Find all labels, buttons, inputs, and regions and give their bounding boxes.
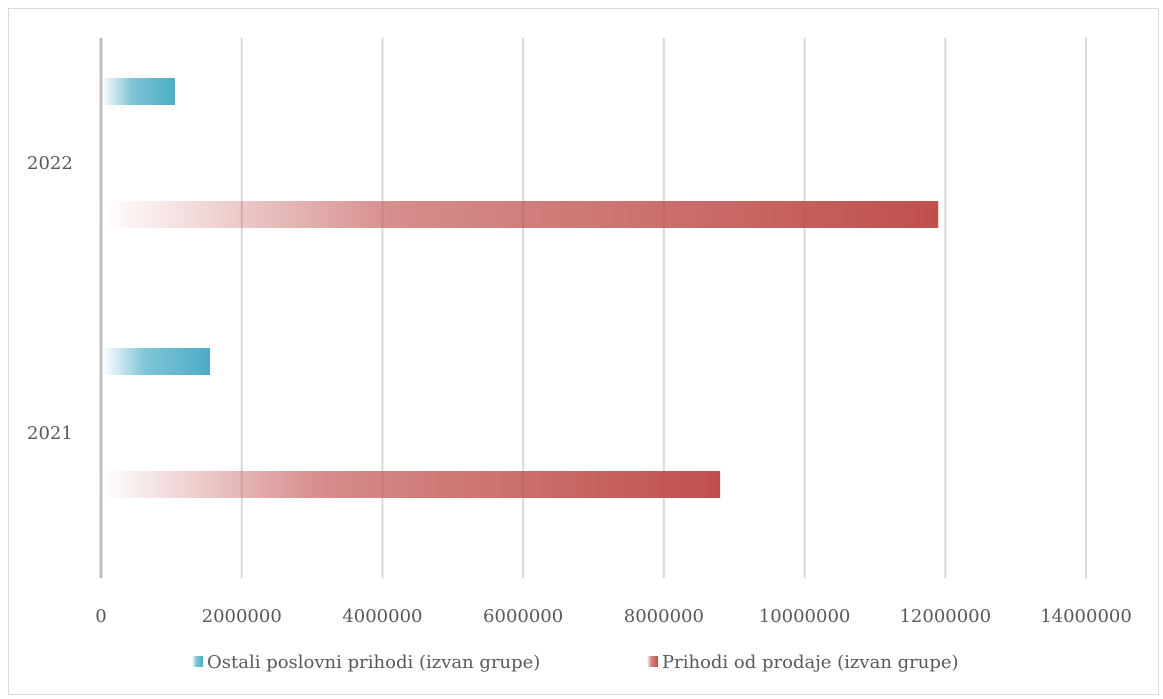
category-label: 2022 — [27, 153, 73, 174]
x-tick-label: 6000000 — [483, 606, 563, 627]
category-labels: 2021 2022 — [27, 153, 73, 444]
x-tick-label: 8000000 — [624, 606, 704, 627]
legend-swatch — [192, 656, 203, 667]
bar-2021-prihodi-od-prodaje — [102, 471, 721, 498]
x-tick-labels: 0 2000000 4000000 6000000 8000000 10000000 120… — [95, 606, 1132, 627]
bar-2022-ostali-poslovni-prihodi — [102, 78, 175, 105]
x-tick-label: 14000000 — [1040, 606, 1132, 627]
category-label: 2021 — [27, 423, 73, 444]
legend-label: Prihodi od prodaje (izvan grupe) — [662, 652, 959, 673]
x-tick-label: 2000000 — [202, 606, 282, 627]
bars — [102, 78, 939, 498]
bar-2022-prihodi-od-prodaje — [102, 201, 939, 228]
legend: Ostali poslovni prihodi (izvan grupe) Pri… — [192, 652, 959, 673]
x-tick-label: 10000000 — [759, 606, 851, 627]
bar-2021-ostali-poslovni-prihodi — [102, 348, 211, 375]
x-tick-label: 4000000 — [342, 606, 422, 627]
x-tick-label: 12000000 — [899, 606, 991, 627]
legend-label: Ostali poslovni prihodi (izvan grupe) — [207, 652, 540, 673]
legend-swatch — [647, 656, 658, 667]
x-tick-label: 0 — [95, 606, 106, 627]
